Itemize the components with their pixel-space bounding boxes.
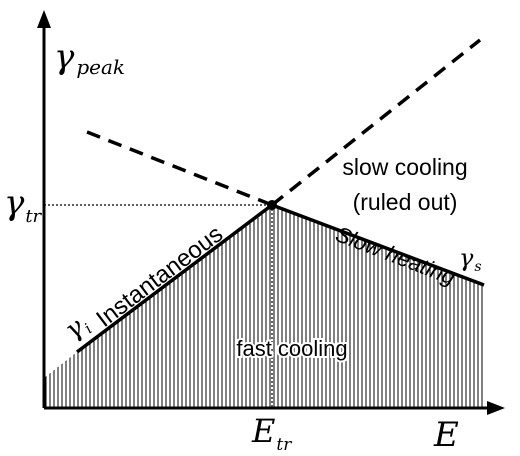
slow-heating-line [271, 203, 485, 287]
gamma-s-subscript: s [474, 259, 481, 275]
dashed-increasing-extension [270, 38, 482, 207]
slow-cooling-label-line2: (ruled out) [353, 189, 458, 215]
gamma-tr-label: γtr [4, 183, 43, 227]
transition-point [267, 200, 277, 210]
instantaneous-line [75, 203, 274, 354]
x-axis-arrowhead [487, 401, 505, 415]
gamma-s-symbol: γ [459, 244, 474, 272]
y-axis-label: γ peak [54, 37, 125, 79]
y-axis-symbol: γ [54, 37, 75, 77]
slow-cooling-label-line1: slow cooling [342, 154, 467, 180]
e-tr-label: Etr [251, 412, 292, 455]
y-axis-subscript: peak [76, 55, 125, 79]
fast-cooling-label: fast cooling [236, 336, 347, 361]
slow-heating-label: Slow heating [332, 221, 459, 290]
gamma-tr-symbol: γ [4, 183, 25, 223]
e-tr-subscript: tr [276, 435, 292, 455]
y-axis-arrowhead [37, 10, 51, 28]
e-tr-symbol: E [251, 412, 275, 450]
gamma-s-label: γs [459, 244, 482, 275]
gamma-tr-subscript: tr [25, 206, 42, 227]
dashed-decreasing-extension [86, 130, 273, 207]
instantaneous-label: Instantaneous [91, 220, 228, 332]
x-axis-label: E [433, 415, 459, 455]
